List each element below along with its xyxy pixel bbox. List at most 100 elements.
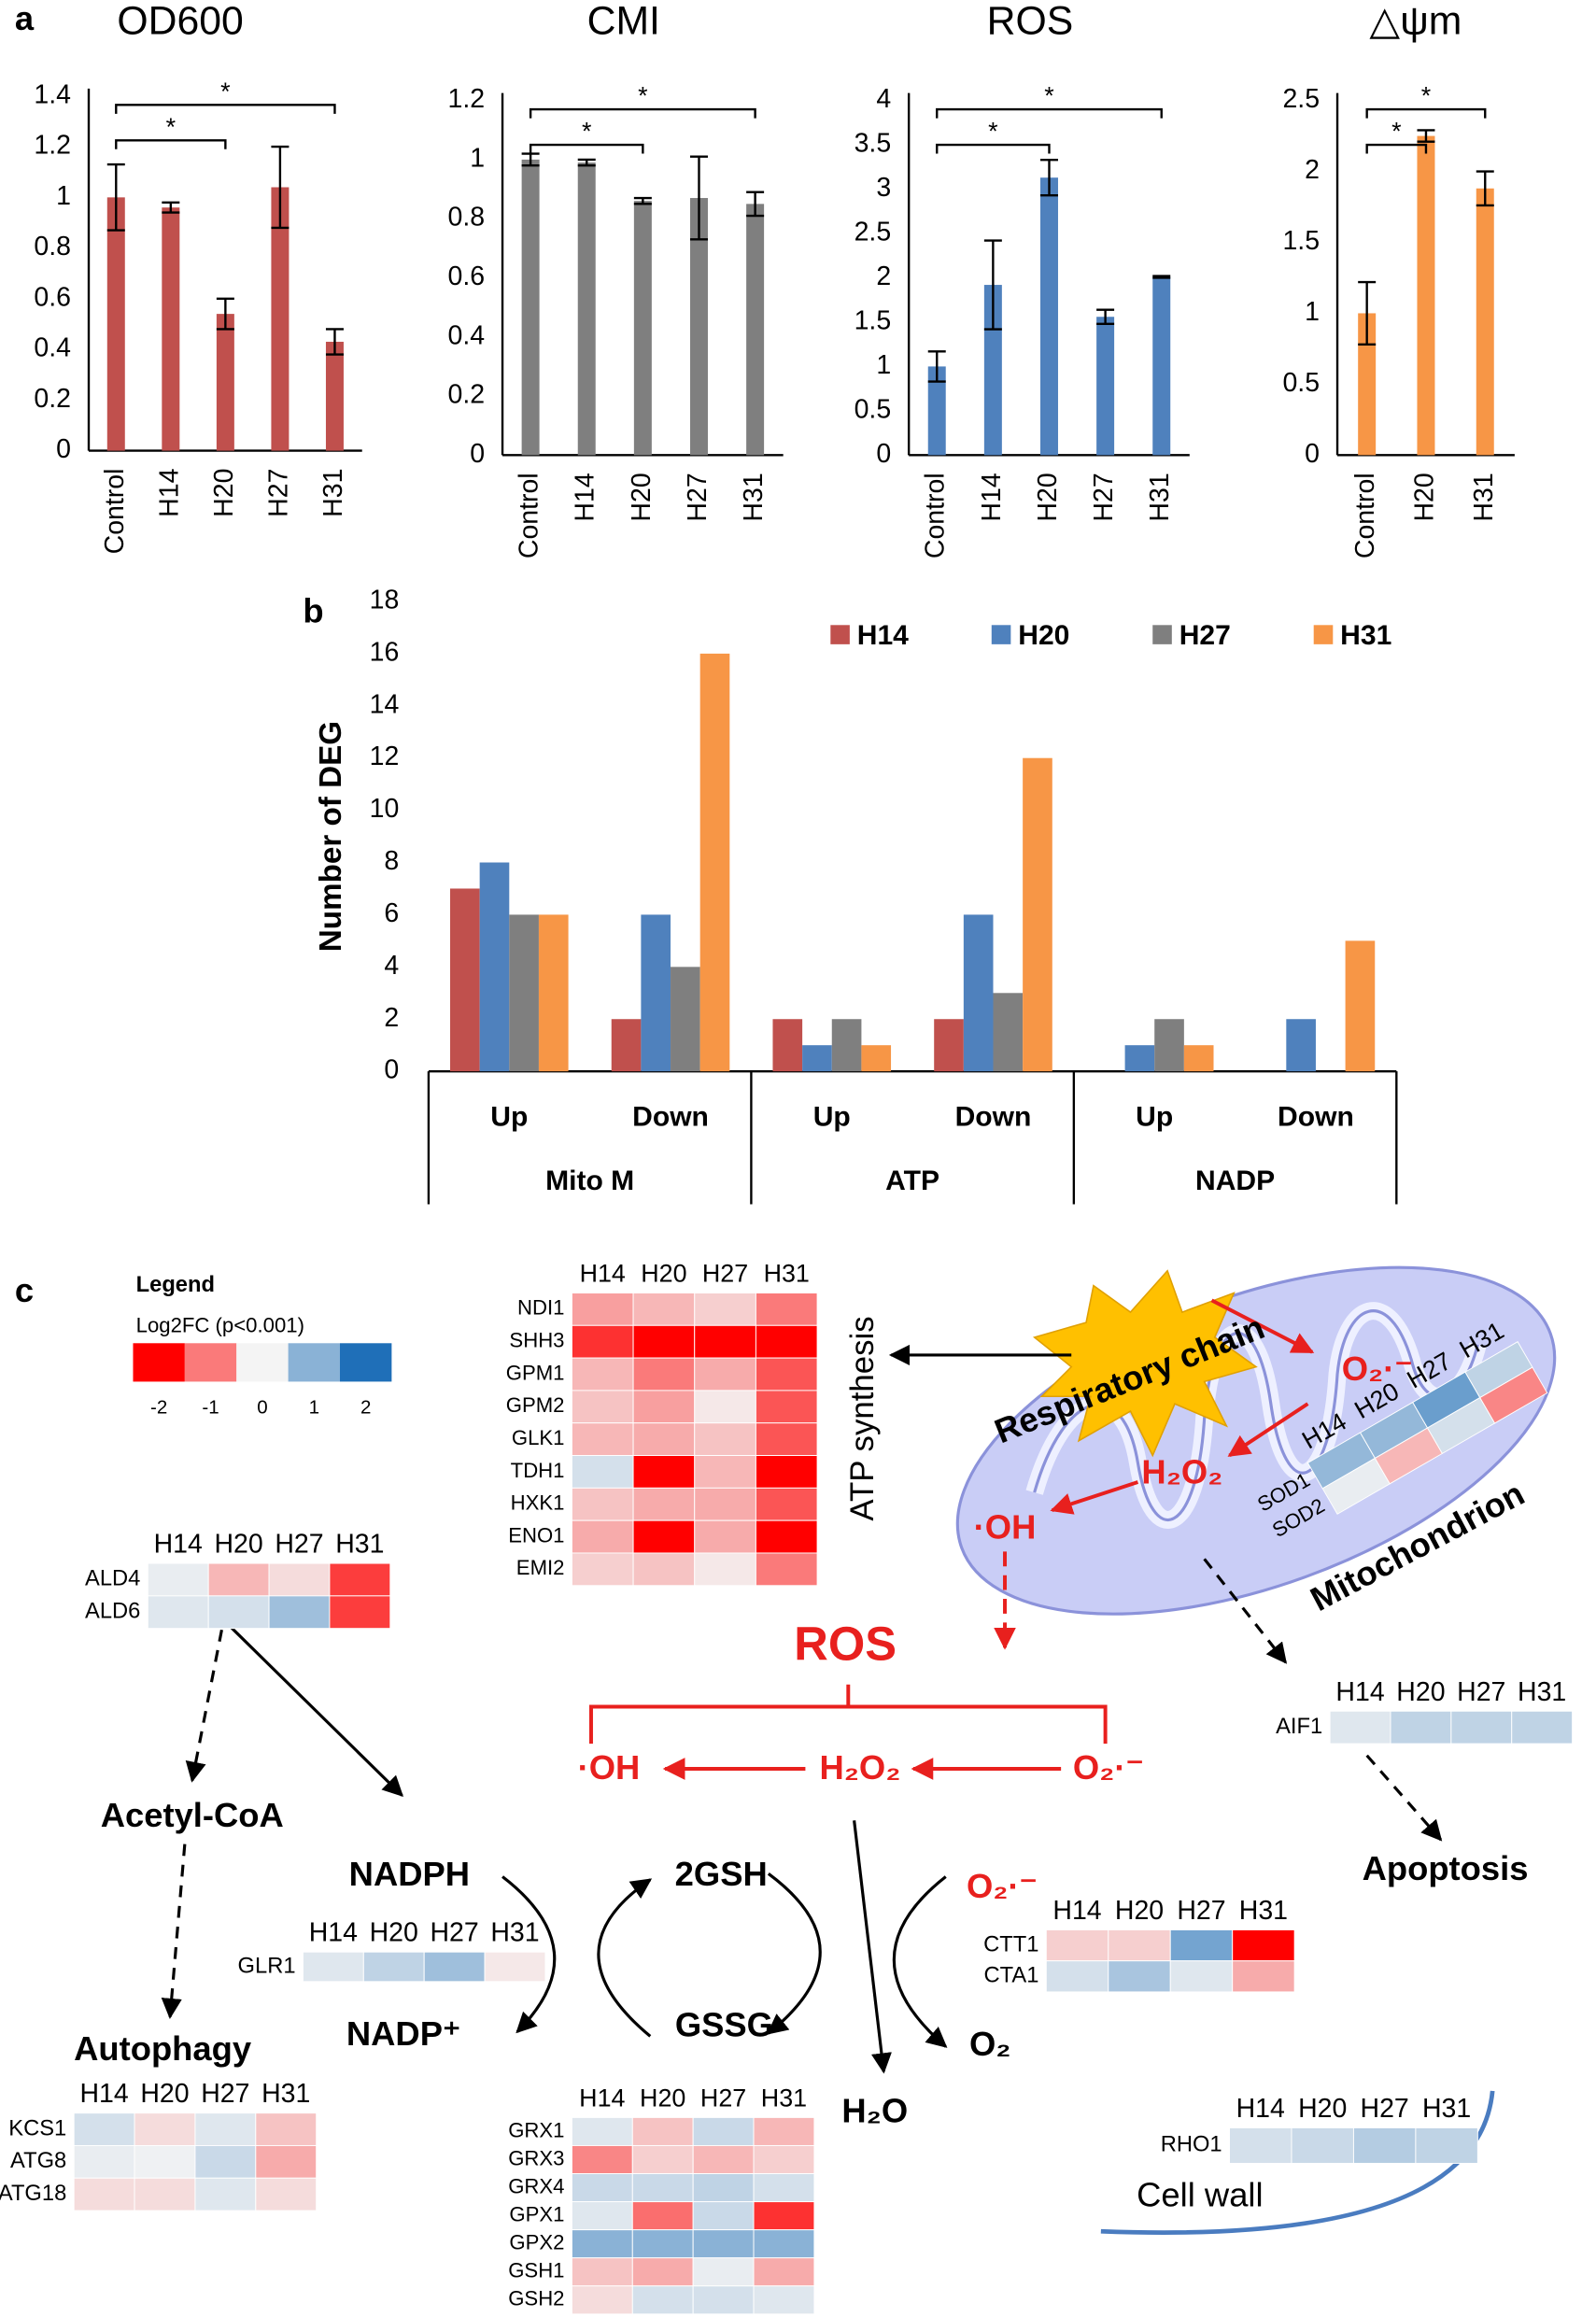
heatmap-cell (268, 1595, 331, 1630)
column-label: H20 (140, 2079, 189, 2109)
y-tick-label: 0 (384, 1055, 399, 1085)
y-tick-label: 2 (876, 261, 891, 291)
y-tick-label: 1 (876, 350, 891, 380)
heatmap-cell (753, 2257, 815, 2287)
heatmap-cell (571, 1552, 634, 1587)
heatmap-cell (194, 2177, 257, 2211)
legend-title: Legend (136, 1273, 215, 1297)
column-label: H14 (154, 1530, 203, 1560)
bar (641, 914, 671, 1072)
bar (1152, 276, 1171, 456)
heatmap-cell (1479, 1366, 1548, 1424)
bar (162, 207, 180, 451)
red-arrows (589, 1298, 1315, 1780)
panel-label: b (303, 591, 323, 629)
heatmap-cell (631, 2173, 694, 2203)
y-tick-label: 3 (876, 173, 891, 203)
error-bar (983, 239, 1002, 331)
x-tick-label: Control (100, 469, 130, 555)
legend-tick: 1 (309, 1396, 319, 1418)
group-label: ATP (885, 1166, 939, 1196)
y-axis-label: Number of DEG (314, 721, 348, 952)
x-tick-label: Control (921, 473, 951, 558)
y-tick-label: 1.2 (34, 131, 71, 161)
heatmap-cell (692, 2201, 755, 2231)
column-label: H31 (335, 1530, 384, 1560)
bar (927, 366, 946, 456)
x-tick-label: H31 (1145, 473, 1175, 521)
heatmap-cell (632, 1455, 696, 1489)
row-label: GLR1 (238, 1954, 296, 1978)
chart-title: ROS (987, 0, 1074, 44)
legend-tick: 2 (360, 1396, 371, 1418)
x-tick-label: H31 (739, 473, 769, 521)
x-tick-label: H14 (154, 469, 184, 517)
heatmap-cell (694, 1455, 756, 1489)
y-tick-label: 2 (384, 1003, 399, 1033)
column-label: H27 (702, 1260, 748, 1288)
heatmap-cell (631, 2201, 694, 2231)
row-label: TDH1 (511, 1459, 565, 1482)
heatmap-cell (571, 1487, 634, 1521)
heatmap-cell (632, 1487, 696, 1521)
significance-label: * (1044, 82, 1054, 110)
heatmap-cell (632, 1422, 696, 1457)
heatmap: H14 H20 H27 H31 NDI1 SHH3 GPM1 GPM2 GLK1 TDH1 HXK1… (506, 1260, 818, 1587)
column-label: H14 (579, 2084, 625, 2112)
y-tick-label: 0 (1305, 439, 1320, 469)
row-label: AIF1 (1276, 1715, 1322, 1739)
significance-label: * (1421, 82, 1432, 110)
heatmap-cell (632, 1324, 696, 1359)
heatmap-cell (571, 2173, 633, 2203)
x-tick-label: H31 (318, 469, 348, 517)
bar (216, 314, 234, 451)
heatmap: H14 H20 H27 H31 KCS1 ATG8 ATG18 (0, 2079, 318, 2211)
heatmap-cell (1232, 1928, 1295, 1962)
heatmap-cell (73, 2112, 135, 2146)
y-tick-label: 0.5 (1282, 368, 1320, 398)
x-tick-label: Control (1350, 473, 1380, 558)
x-tick-label: Down (1278, 1102, 1354, 1133)
heatmap-cell (755, 1552, 818, 1587)
bar (934, 1019, 964, 1072)
y-tick-label: 1.5 (1282, 226, 1320, 256)
y-tick-label: 0.4 (34, 333, 71, 363)
significance-bracket (1365, 143, 1428, 154)
heatmap-cell (134, 2112, 196, 2146)
legend-cell (288, 1343, 340, 1382)
heatmap-cell (1511, 1710, 1574, 1745)
x-tick-label: H27 (263, 469, 293, 517)
label: 2GSH (675, 1855, 768, 1893)
error-bar (325, 328, 344, 356)
heatmap-cell (73, 2177, 135, 2211)
bar (746, 204, 765, 456)
chart-title: △ψm (1369, 0, 1462, 44)
column-label: H20 (370, 1918, 418, 1948)
heatmap-cell (631, 2144, 694, 2174)
heatmap-cell (1229, 2126, 1292, 2164)
heatmap-cell (194, 2112, 257, 2146)
heatmap-cell (755, 1519, 818, 1554)
column-label: H27 (275, 1530, 323, 1560)
heatmap-cell (134, 2144, 196, 2179)
y-tick-label: 0.2 (447, 380, 485, 410)
row-label: GRX3 (508, 2146, 564, 2169)
heatmap-cell (1352, 2126, 1417, 2164)
legend-tick: 0 (257, 1396, 267, 1418)
heatmap-cell (147, 1562, 209, 1597)
significance-label: * (1391, 118, 1402, 146)
heatmap-cell (631, 2116, 694, 2146)
row-label: NDI1 (517, 1296, 564, 1320)
heatmap: H14 H20 H27 H31 GRX1 GRX3 GRX4 GPX1 GPX2 GSH1 GSH2 (508, 2084, 815, 2315)
x-tick-label: H20 (1033, 473, 1063, 521)
heatmap-cell (753, 2173, 815, 2203)
group-label: Mito M (545, 1166, 634, 1196)
label: O₂·⁻ (1073, 1748, 1144, 1787)
legend-label: H20 (1018, 620, 1069, 651)
y-tick-label: 16 (370, 637, 400, 667)
bar (521, 159, 540, 456)
heatmap-cell (484, 1951, 546, 1983)
heatmap: H14 H20 H27 H31 GLR1 (238, 1918, 546, 1983)
heatmap-cell (753, 2144, 815, 2174)
heatmap-cell (571, 2257, 633, 2287)
